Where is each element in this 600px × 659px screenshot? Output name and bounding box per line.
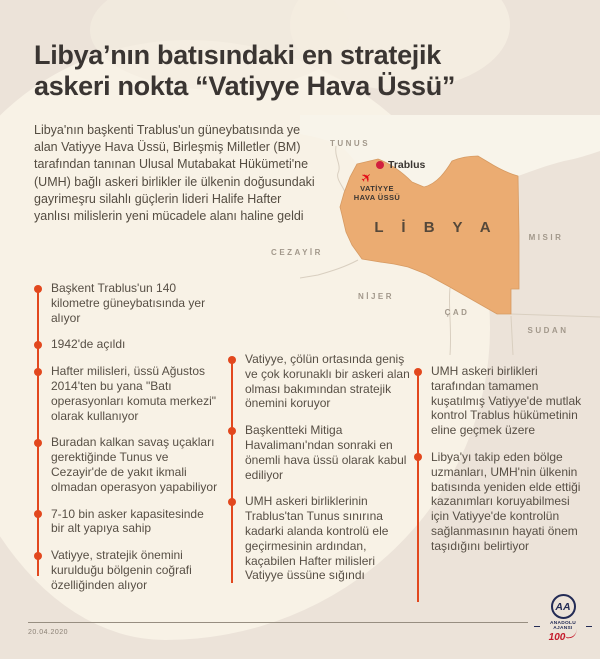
fact-text: UMH askeri birliklerinin Trablus'tan Tun…	[245, 494, 389, 583]
tunisia-border-line	[335, 145, 346, 193]
fact-text: Vatiyye, çölün ortasında geniş ve çok ko…	[245, 352, 410, 411]
fact-item: Vatiyye, çölün ortasında geniş ve çok ko…	[228, 352, 410, 411]
map-label-sudan: SUDAN	[527, 326, 569, 335]
egypt-sudan-border-line	[510, 313, 600, 318]
facts-list: UMH askeri birlikleri tarafından tamamen…	[414, 364, 582, 554]
timeline-line	[231, 357, 233, 583]
airbase-label: VATİYYE HAVA ÜSSÜ	[354, 184, 400, 202]
facts-list: Başkent Trablus'un 140 kilometre güneyba…	[34, 281, 218, 593]
fact-item: 1942'de açıldı	[34, 337, 218, 352]
aa-agency-name-text: ANADOLU AJANSI	[549, 621, 577, 631]
fact-item: Buradan kalkan savaş uçakları gerektiğin…	[34, 435, 218, 494]
fact-text: Vatiyye, stratejik önemini kurulduğu böl…	[51, 548, 192, 592]
fact-item: 7-10 bin asker kapasitesinde bir alt yap…	[34, 507, 218, 537]
title-line-1: Libya’nın batısındaki en stratejik	[34, 40, 441, 70]
fact-text: 1942'de açıldı	[51, 337, 126, 352]
facts-column-middle: Vatiyye, çölün ortasında geniş ve çok ko…	[228, 352, 410, 595]
publish-date: 20.04.2020	[28, 629, 69, 636]
aa-logo-icon: AA	[550, 594, 576, 619]
map-label-niger: NİJER	[357, 292, 395, 301]
map-label-egypt: MISIR	[528, 233, 564, 242]
fact-text: 7-10 bin asker kapasitesinde bir alt yap…	[51, 506, 204, 536]
facts-column-left: Başkent Trablus'un 140 kilometre güneyba…	[34, 281, 218, 605]
map-label-tunisia: TUNUS	[329, 139, 371, 148]
anadolu-agency-logo: AA ANADOLU AJANSI 100	[534, 594, 592, 643]
page-title: Libya’nın batısındaki en stratejik asker…	[34, 40, 554, 102]
fact-text: Başkent Trablus'un 140 kilometre güneyba…	[51, 281, 206, 325]
fact-item: Hafter milisleri, üssü Ağustos 2014'ten …	[34, 364, 218, 423]
fact-text: Libya'yı takip eden bölge uzmanları, UMH…	[431, 449, 581, 553]
aa-centenary-swirl-icon	[564, 629, 578, 639]
intro-paragraph: Libya'nın başkenti Trablus'un güneybatıs…	[34, 123, 315, 224]
fact-item: Başkentteki Mitiga Havalimanı'ndan sonra…	[228, 423, 410, 482]
fact-text: Hafter milisleri, üssü Ağustos 2014'ten …	[51, 364, 216, 423]
algeria-niger-border-line	[300, 259, 359, 279]
footer-divider	[28, 622, 528, 623]
map-label-chad: ÇAD	[444, 308, 470, 317]
fact-item: Vatiyye, stratejik önemini kurulduğu böl…	[34, 548, 218, 592]
facts-list: Vatiyye, çölün ortasında geniş ve çok ko…	[228, 352, 410, 583]
tripoli-label: Trablus	[388, 159, 426, 171]
airbase-label-line-2: HAVA ÜSSÜ	[353, 193, 401, 202]
fact-item: UMH askeri birliklerinin Trablus'tan Tun…	[228, 494, 410, 583]
libya-map	[300, 115, 600, 355]
aa-centenary-number: 100	[548, 632, 566, 643]
map-label-libya: L İ B Y A	[374, 219, 498, 236]
facts-column-right: UMH askeri birlikleri tarafından tamamen…	[414, 364, 582, 602]
chad-sudan-border-line	[510, 315, 514, 355]
fact-text: Başkentteki Mitiga Havalimanı'ndan sonra…	[245, 423, 407, 482]
tripoli-marker-dot	[376, 161, 384, 169]
fact-item: Libya'yı takip eden bölge uzmanları, UMH…	[414, 450, 582, 554]
fact-text: Buradan kalkan savaş uçakları gerektiğin…	[51, 435, 218, 494]
timeline-line	[37, 286, 39, 576]
timeline-line	[417, 369, 419, 602]
aa-centenary-logo: 100	[534, 629, 592, 643]
fact-item: UMH askeri birlikleri tarafından tamamen…	[414, 364, 582, 438]
map-label-algeria: CEZAYİR	[271, 248, 323, 257]
airbase-label-line-1: VATİYYE	[360, 184, 394, 193]
fact-text: UMH askeri birlikleri tarafından tamamen…	[431, 364, 582, 438]
mediterranean-sea-shape	[300, 115, 600, 187]
title-line-2: askeri nokta “Vatiyye Hava Üssü”	[34, 71, 456, 101]
aa-agency-name: ANADOLU AJANSI	[534, 621, 592, 631]
libya-country-shape	[339, 155, 520, 315]
fact-item: Başkent Trablus'un 140 kilometre güneyba…	[34, 281, 218, 325]
niger-chad-border-line	[448, 287, 452, 355]
